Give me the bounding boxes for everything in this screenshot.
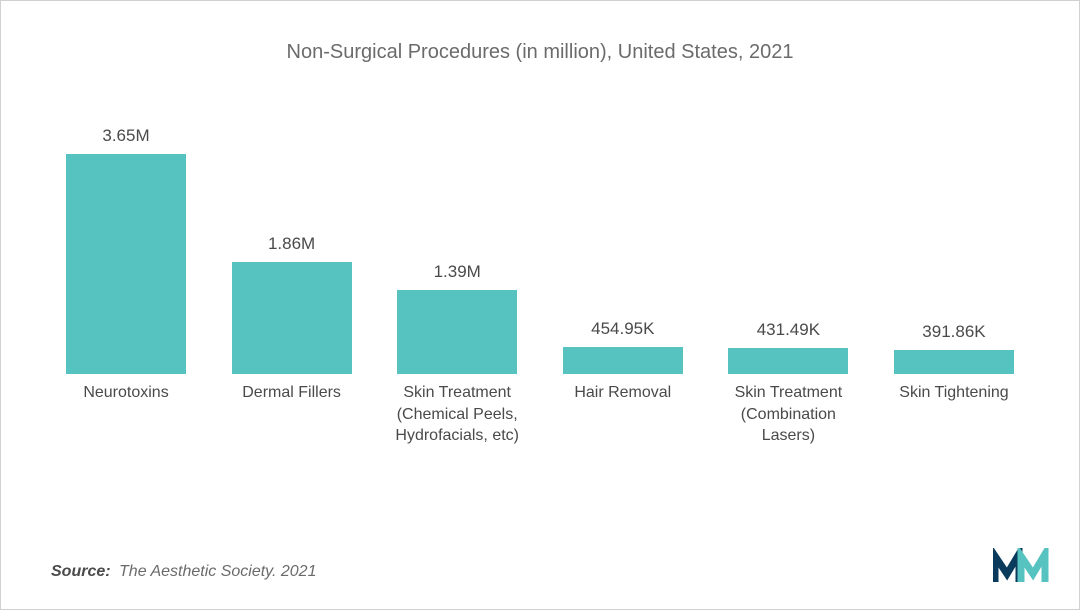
source-citation: Source: The Aesthetic Society. 2021 xyxy=(51,563,316,581)
bar-group: 391.86K xyxy=(879,322,1029,374)
bar-group: 431.49K xyxy=(713,320,863,374)
bar-label: Skin Treatment (Chemical Peels, Hydrofac… xyxy=(382,382,532,447)
bar-label: Hair Removal xyxy=(548,382,698,447)
bar-group: 3.65M xyxy=(51,126,201,374)
bar xyxy=(232,262,352,374)
mordor-logo-icon xyxy=(993,548,1049,589)
labels-row: Neurotoxins Dermal Fillers Skin Treatmen… xyxy=(1,382,1079,447)
chart-plot-area: 3.65M 1.86M 1.39M 454.95K 431.49K 391.86… xyxy=(1,104,1079,374)
bar xyxy=(397,290,517,374)
bar-group: 454.95K xyxy=(548,319,698,374)
bar-value: 391.86K xyxy=(922,322,985,342)
chart-title: Non-Surgical Procedures (in million), Un… xyxy=(1,41,1079,64)
bar-value: 454.95K xyxy=(591,319,654,339)
bar xyxy=(728,348,848,374)
bar-value: 3.65M xyxy=(102,126,149,146)
source-text: The Aesthetic Society. 2021 xyxy=(119,563,316,580)
bar-value: 431.49K xyxy=(757,320,820,340)
bar-label: Neurotoxins xyxy=(51,382,201,447)
chart-container: Non-Surgical Procedures (in million), Un… xyxy=(0,0,1080,610)
bar-group: 1.39M xyxy=(382,262,532,374)
bar-value: 1.39M xyxy=(434,262,481,282)
bar-label: Skin Tightening xyxy=(879,382,1029,447)
bar-group: 1.86M xyxy=(217,234,367,374)
bar-label: Dermal Fillers xyxy=(217,382,367,447)
bar xyxy=(894,350,1014,374)
source-label: Source: xyxy=(51,563,111,580)
bar xyxy=(66,154,186,374)
bar xyxy=(563,347,683,374)
bar-label: Skin Treatment (Combination Lasers) xyxy=(713,382,863,447)
bar-value: 1.86M xyxy=(268,234,315,254)
